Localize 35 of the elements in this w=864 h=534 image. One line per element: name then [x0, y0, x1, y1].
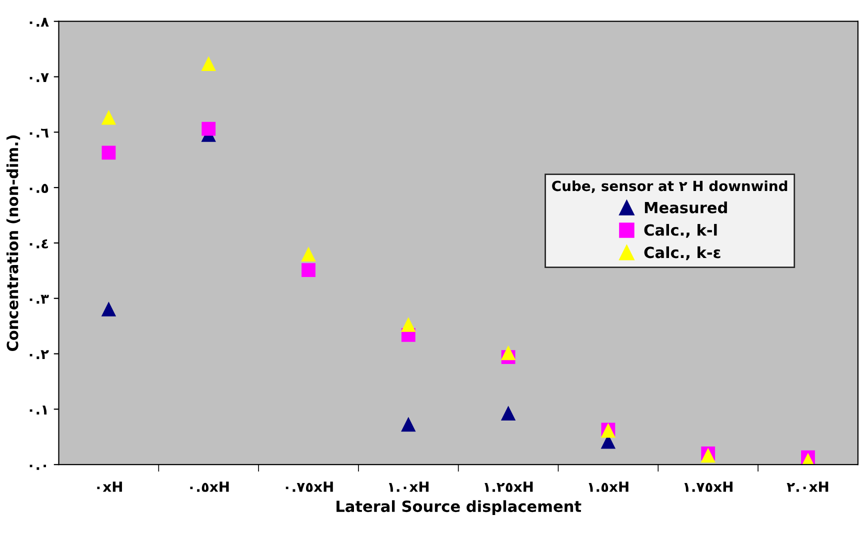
- x-tick-label: ٠xH: [97, 482, 122, 492]
- y-axis-title: Concentration (non-dim.): [6, 135, 20, 352]
- point: [102, 110, 116, 125]
- x-tick-label: ١.٢٥xH: [484, 482, 533, 492]
- y-tick-label: ٠.٦: [30, 128, 49, 138]
- point: [102, 146, 116, 160]
- x-tick-label: ٠.٧٥xH: [286, 482, 333, 492]
- point: [202, 57, 216, 71]
- x-tick-label: ٢.٠xH: [786, 482, 828, 492]
- y-tick-label: ٠.٣: [30, 294, 49, 304]
- x-axis-title: Lateral Source displacement: [336, 500, 582, 516]
- legend-title: Cube, sensor at ٢ H downwind: [552, 180, 788, 193]
- point: [701, 448, 716, 463]
- point: [102, 302, 116, 316]
- point: [401, 318, 416, 332]
- y-tick-label: ٠.٠: [30, 464, 46, 470]
- x-tick-label: ١.٠xH: [388, 482, 429, 492]
- x-tick-label: ١.٧٥xH: [684, 482, 732, 492]
- point: [401, 418, 416, 432]
- x-tick-label: ٠.٥xH: [190, 482, 229, 492]
- legend-label: Calc., k-ε: [644, 246, 720, 260]
- y-tick-label: ٠.٧: [30, 73, 49, 82]
- point: [302, 248, 316, 262]
- y-tick-label: ٠.٤: [30, 239, 48, 248]
- y-tick-label: ٠.٨: [30, 18, 49, 27]
- legend-label: Calc., k-l: [644, 224, 717, 238]
- point: [501, 346, 516, 360]
- y-tick-label: ٠.٢: [30, 350, 49, 360]
- point: [302, 263, 316, 278]
- y-tick-label: ٠.١: [30, 406, 47, 414]
- point: [501, 406, 516, 421]
- y-tick-label: ٠.٥: [30, 184, 48, 193]
- legend-label: Measured: [644, 202, 727, 214]
- point: [202, 122, 216, 136]
- x-tick-label: ١.٥xH: [588, 482, 628, 492]
